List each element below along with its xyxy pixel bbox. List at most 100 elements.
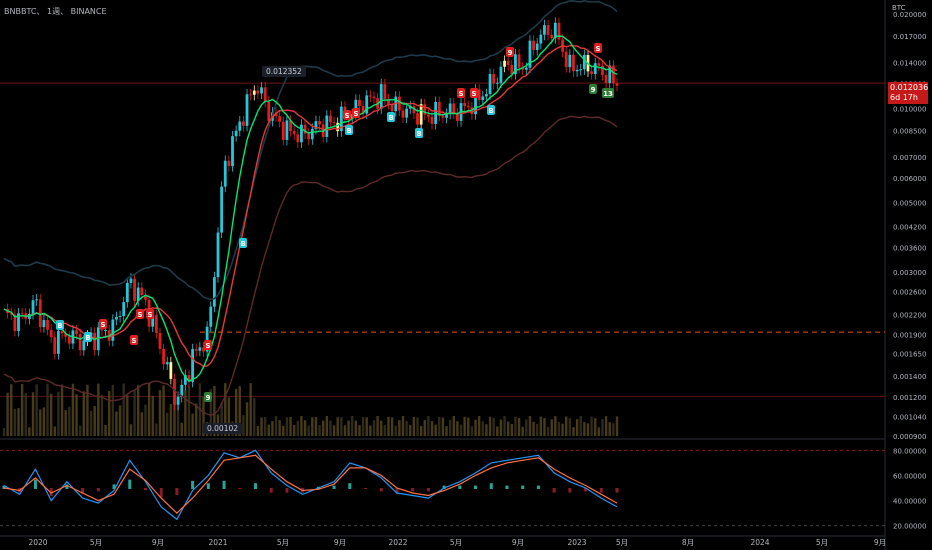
fast-ema-line: [3, 35, 618, 382]
rsi-histogram-bar: [238, 488, 242, 489]
candle-body: [162, 348, 165, 365]
volume-bar: [10, 384, 13, 436]
volume-bar: [20, 384, 24, 436]
signal-marker-label: S: [595, 45, 600, 53]
volume-bar: [492, 417, 495, 436]
volume-bar: [296, 420, 300, 436]
candle-body: [590, 71, 594, 74]
candle-body: [57, 330, 60, 354]
candle-body: [281, 121, 285, 140]
candle-body: [136, 287, 140, 301]
signal-marker: [204, 392, 212, 402]
candle-body: [115, 316, 118, 320]
time-tick-label: 9月: [874, 538, 886, 547]
time-tick-label: 2022: [388, 538, 407, 547]
volume-bar: [303, 420, 307, 436]
candle-body: [310, 128, 314, 140]
candle-body: [140, 287, 144, 295]
price-tick-label: 0.000900: [893, 433, 926, 441]
candle-body: [546, 25, 550, 35]
volume-bar: [347, 420, 350, 436]
price-tick-label: 0.002200: [893, 311, 926, 319]
volume-bar: [49, 393, 53, 436]
price-tick-label: 0.001400: [893, 373, 926, 381]
candle-body: [372, 96, 376, 99]
time-tick-label: 5月: [816, 538, 828, 547]
candle-body: [263, 87, 267, 102]
candle-body: [339, 106, 343, 132]
candle-body: [231, 136, 234, 167]
volume-bar: [166, 412, 169, 436]
rsi-histogram-bar: [599, 488, 603, 493]
volume-bar: [162, 385, 165, 436]
candle-body: [292, 131, 296, 135]
volume-bar: [536, 423, 539, 436]
candle-body: [238, 121, 242, 131]
volume-bar: [601, 419, 604, 436]
volume-bar: [86, 384, 89, 436]
candle-body: [430, 116, 434, 124]
rsi-tick-label: 60.00000: [893, 472, 926, 480]
signal-marker-label: B: [488, 107, 493, 115]
volume-bar: [448, 419, 452, 436]
candle-body: [416, 113, 419, 125]
rsi-tick-label: 20.00000: [893, 523, 926, 531]
candle-body: [495, 82, 499, 84]
candle-body: [64, 333, 68, 337]
volume-bar: [129, 424, 133, 436]
signal-marker-label: S: [131, 337, 136, 345]
volume-bar: [191, 413, 194, 436]
volume-bar: [314, 417, 318, 436]
volume-bar: [351, 416, 354, 436]
volume-bar: [140, 412, 144, 436]
price-tick-label: 0.010000: [893, 105, 926, 113]
time-tick-label: 2020: [28, 538, 47, 547]
candle-body: [303, 124, 307, 134]
low-label: 0.00102: [203, 423, 243, 434]
candle-body: [615, 83, 619, 86]
price-tick-label: 0.004200: [893, 223, 926, 231]
upper-band: [3, 0, 618, 301]
rsi-histogram-bar: [364, 488, 368, 489]
candle-body: [118, 316, 122, 318]
candle-body: [223, 160, 227, 187]
candle-body: [528, 40, 532, 68]
volume-bar: [481, 421, 484, 436]
volume-bar: [89, 410, 93, 436]
volume-bar: [423, 420, 426, 436]
candle-body: [492, 74, 496, 84]
candle-body: [532, 40, 535, 51]
volume-bar: [71, 383, 75, 436]
candle-body: [474, 89, 477, 115]
volume-bar: [612, 423, 615, 436]
signal-marker: [84, 332, 92, 342]
signal-marker: [345, 125, 353, 135]
rsi-histogram-bar: [568, 488, 572, 493]
volume-bar: [579, 416, 582, 436]
volume-bar: [318, 425, 321, 436]
volume-bar: [543, 417, 546, 436]
volume-bar: [176, 396, 180, 436]
price-unit: BTC: [892, 4, 906, 12]
signal-marker-label: B: [346, 127, 351, 135]
candle-body: [129, 278, 133, 283]
candle-body: [216, 232, 220, 278]
rsi-histogram-bar: [584, 488, 588, 492]
rsi-histogram-bar: [33, 479, 37, 489]
candle-body: [31, 300, 35, 314]
volume-bar: [409, 424, 412, 436]
volume-bar: [282, 425, 285, 436]
rsi-histogram-bar: [332, 485, 336, 489]
rsi-histogram-bar: [536, 485, 540, 489]
candle-body: [241, 121, 245, 126]
volume-bar: [474, 419, 477, 436]
candle-body: [510, 65, 514, 75]
volume-bar: [118, 405, 122, 436]
rsi-histogram-bar: [222, 480, 226, 489]
volume-bar: [245, 402, 249, 436]
volume-bar: [325, 416, 329, 436]
candle-body: [256, 90, 260, 94]
candle-body: [553, 22, 557, 39]
candle-body: [412, 106, 416, 114]
